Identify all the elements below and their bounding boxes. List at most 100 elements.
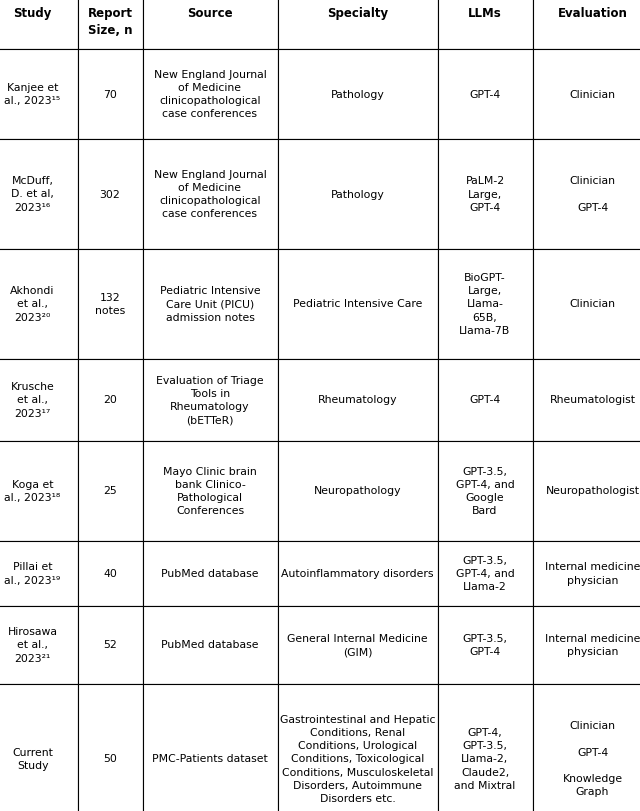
Bar [77, 606, 143, 684]
Text: Kanjee et
al., 2023¹⁵: Kanjee et al., 2023¹⁵ [4, 83, 61, 106]
Bar [438, 606, 532, 684]
Bar [0, 541, 77, 606]
Bar [278, 49, 438, 139]
Bar [438, 441, 532, 541]
Text: Neuropathologist: Neuropathologist [545, 486, 639, 496]
Bar [278, 606, 438, 684]
Bar [532, 684, 640, 811]
Bar [278, 441, 438, 541]
Bar [77, 684, 143, 811]
Bar [0, 441, 77, 541]
Bar [143, 684, 278, 811]
Text: New England Journal
of Medicine
clinicopathological
case conferences: New England Journal of Medicine clinicop… [154, 70, 266, 119]
Text: GPT-3.5,
GPT-4: GPT-3.5, GPT-4 [463, 633, 508, 656]
Bar [438, 541, 532, 606]
Text: BioGPT-
Large,
Llama-
65B,
Llama-7B: BioGPT- Large, Llama- 65B, Llama-7B [460, 272, 511, 336]
Bar [0, 49, 77, 139]
Bar [532, 249, 640, 359]
Text: Clinician: Clinician [570, 299, 616, 309]
Text: Pediatric Intensive Care: Pediatric Intensive Care [293, 299, 422, 309]
Bar [143, 139, 278, 249]
Text: Clinician

GPT-4: Clinician GPT-4 [570, 176, 616, 212]
Text: Koga et
al., 2023¹⁸: Koga et al., 2023¹⁸ [4, 479, 61, 503]
Bar [143, 49, 278, 139]
Bar [143, 541, 278, 606]
Text: 40: 40 [103, 569, 117, 578]
Bar [0, 139, 77, 249]
Text: LLMs: LLMs [468, 7, 502, 20]
Bar [278, 541, 438, 606]
Text: 302: 302 [100, 189, 120, 200]
Bar [0, 249, 77, 359]
Text: Clinician: Clinician [570, 89, 616, 100]
Text: GPT-3.5,
GPT-4, and
Llama-2: GPT-3.5, GPT-4, and Llama-2 [456, 555, 515, 591]
Bar [438, 684, 532, 811]
Bar [0, 684, 77, 811]
Text: 20: 20 [103, 395, 117, 405]
Bar [0, 606, 77, 684]
Bar [77, 0, 143, 49]
Text: Pediatric Intensive
Care Unit (PICU)
admission notes: Pediatric Intensive Care Unit (PICU) adm… [160, 286, 260, 322]
Text: Internal medicine
physician: Internal medicine physician [545, 562, 640, 585]
Text: Hirosawa
et al.,
2023²¹: Hirosawa et al., 2023²¹ [8, 627, 58, 663]
Bar [278, 139, 438, 249]
Text: 132
notes: 132 notes [95, 293, 125, 315]
Bar [143, 359, 278, 441]
Text: GPT-4: GPT-4 [469, 89, 500, 100]
Bar [438, 49, 532, 139]
Bar [0, 0, 77, 49]
Text: 25: 25 [103, 486, 117, 496]
Text: GPT-4: GPT-4 [469, 395, 500, 405]
Bar [438, 249, 532, 359]
Bar [77, 441, 143, 541]
Bar [77, 249, 143, 359]
Bar [438, 0, 532, 49]
Text: Current
Study: Current Study [12, 747, 53, 770]
Text: PMC-Patients dataset: PMC-Patients dataset [152, 753, 268, 764]
Text: GPT-3.5,
GPT-4, and
Google
Bard: GPT-3.5, GPT-4, and Google Bard [456, 466, 515, 516]
Text: Rheumatology: Rheumatology [317, 395, 397, 405]
Text: Pathology: Pathology [331, 189, 385, 200]
Text: Evaluation: Evaluation [557, 7, 627, 20]
Bar [143, 0, 278, 49]
Bar [438, 139, 532, 249]
Text: Case
Report
Size, n: Case Report Size, n [88, 0, 132, 37]
Bar [278, 249, 438, 359]
Text: 70: 70 [103, 89, 117, 100]
Bar [77, 541, 143, 606]
Bar [77, 49, 143, 139]
Bar [278, 359, 438, 441]
Text: Clinician

GPT-4

Knowledge
Graph: Clinician GPT-4 Knowledge Graph [563, 721, 623, 796]
Bar [532, 49, 640, 139]
Text: PubMed database: PubMed database [161, 640, 259, 650]
Bar [143, 441, 278, 541]
Text: New England Journal
of Medicine
clinicopathological
case conferences: New England Journal of Medicine clinicop… [154, 169, 266, 219]
Bar [532, 606, 640, 684]
Text: Mayo Clinic brain
bank Clinico-
Pathological
Conferences: Mayo Clinic brain bank Clinico- Patholog… [163, 466, 257, 516]
Bar [532, 139, 640, 249]
Text: GPT-4,
GPT-3.5,
Llama-2,
Claude2,
and Mixtral: GPT-4, GPT-3.5, Llama-2, Claude2, and Mi… [454, 727, 516, 790]
Text: 52: 52 [103, 640, 117, 650]
Text: Internal medicine
physician: Internal medicine physician [545, 633, 640, 656]
Text: Evaluation of Triage
Tools in
Rheumatology
(bETTeR): Evaluation of Triage Tools in Rheumatolo… [156, 375, 264, 425]
Text: Pillai et
al., 2023¹⁹: Pillai et al., 2023¹⁹ [4, 562, 61, 585]
Bar [77, 139, 143, 249]
Bar [143, 249, 278, 359]
Text: Autoinflammatory disorders: Autoinflammatory disorders [281, 569, 434, 578]
Text: McDuff,
D. et al,
2023¹⁶: McDuff, D. et al, 2023¹⁶ [11, 176, 54, 212]
Text: Krusche
et al.,
2023¹⁷: Krusche et al., 2023¹⁷ [11, 382, 54, 418]
Bar [0, 359, 77, 441]
Bar [532, 441, 640, 541]
Text: Akhondi
et al.,
2023²⁰: Akhondi et al., 2023²⁰ [10, 286, 54, 322]
Text: PaLM-2
Large,
GPT-4: PaLM-2 Large, GPT-4 [465, 176, 504, 212]
Text: Source: Source [187, 7, 233, 20]
Text: Rheumatologist: Rheumatologist [550, 395, 636, 405]
Bar [532, 0, 640, 49]
Text: Pathology: Pathology [331, 89, 385, 100]
Bar [278, 0, 438, 49]
Text: PubMed database: PubMed database [161, 569, 259, 578]
Bar [77, 359, 143, 441]
Bar [438, 359, 532, 441]
Bar [278, 684, 438, 811]
Text: Neuropathology: Neuropathology [314, 486, 401, 496]
